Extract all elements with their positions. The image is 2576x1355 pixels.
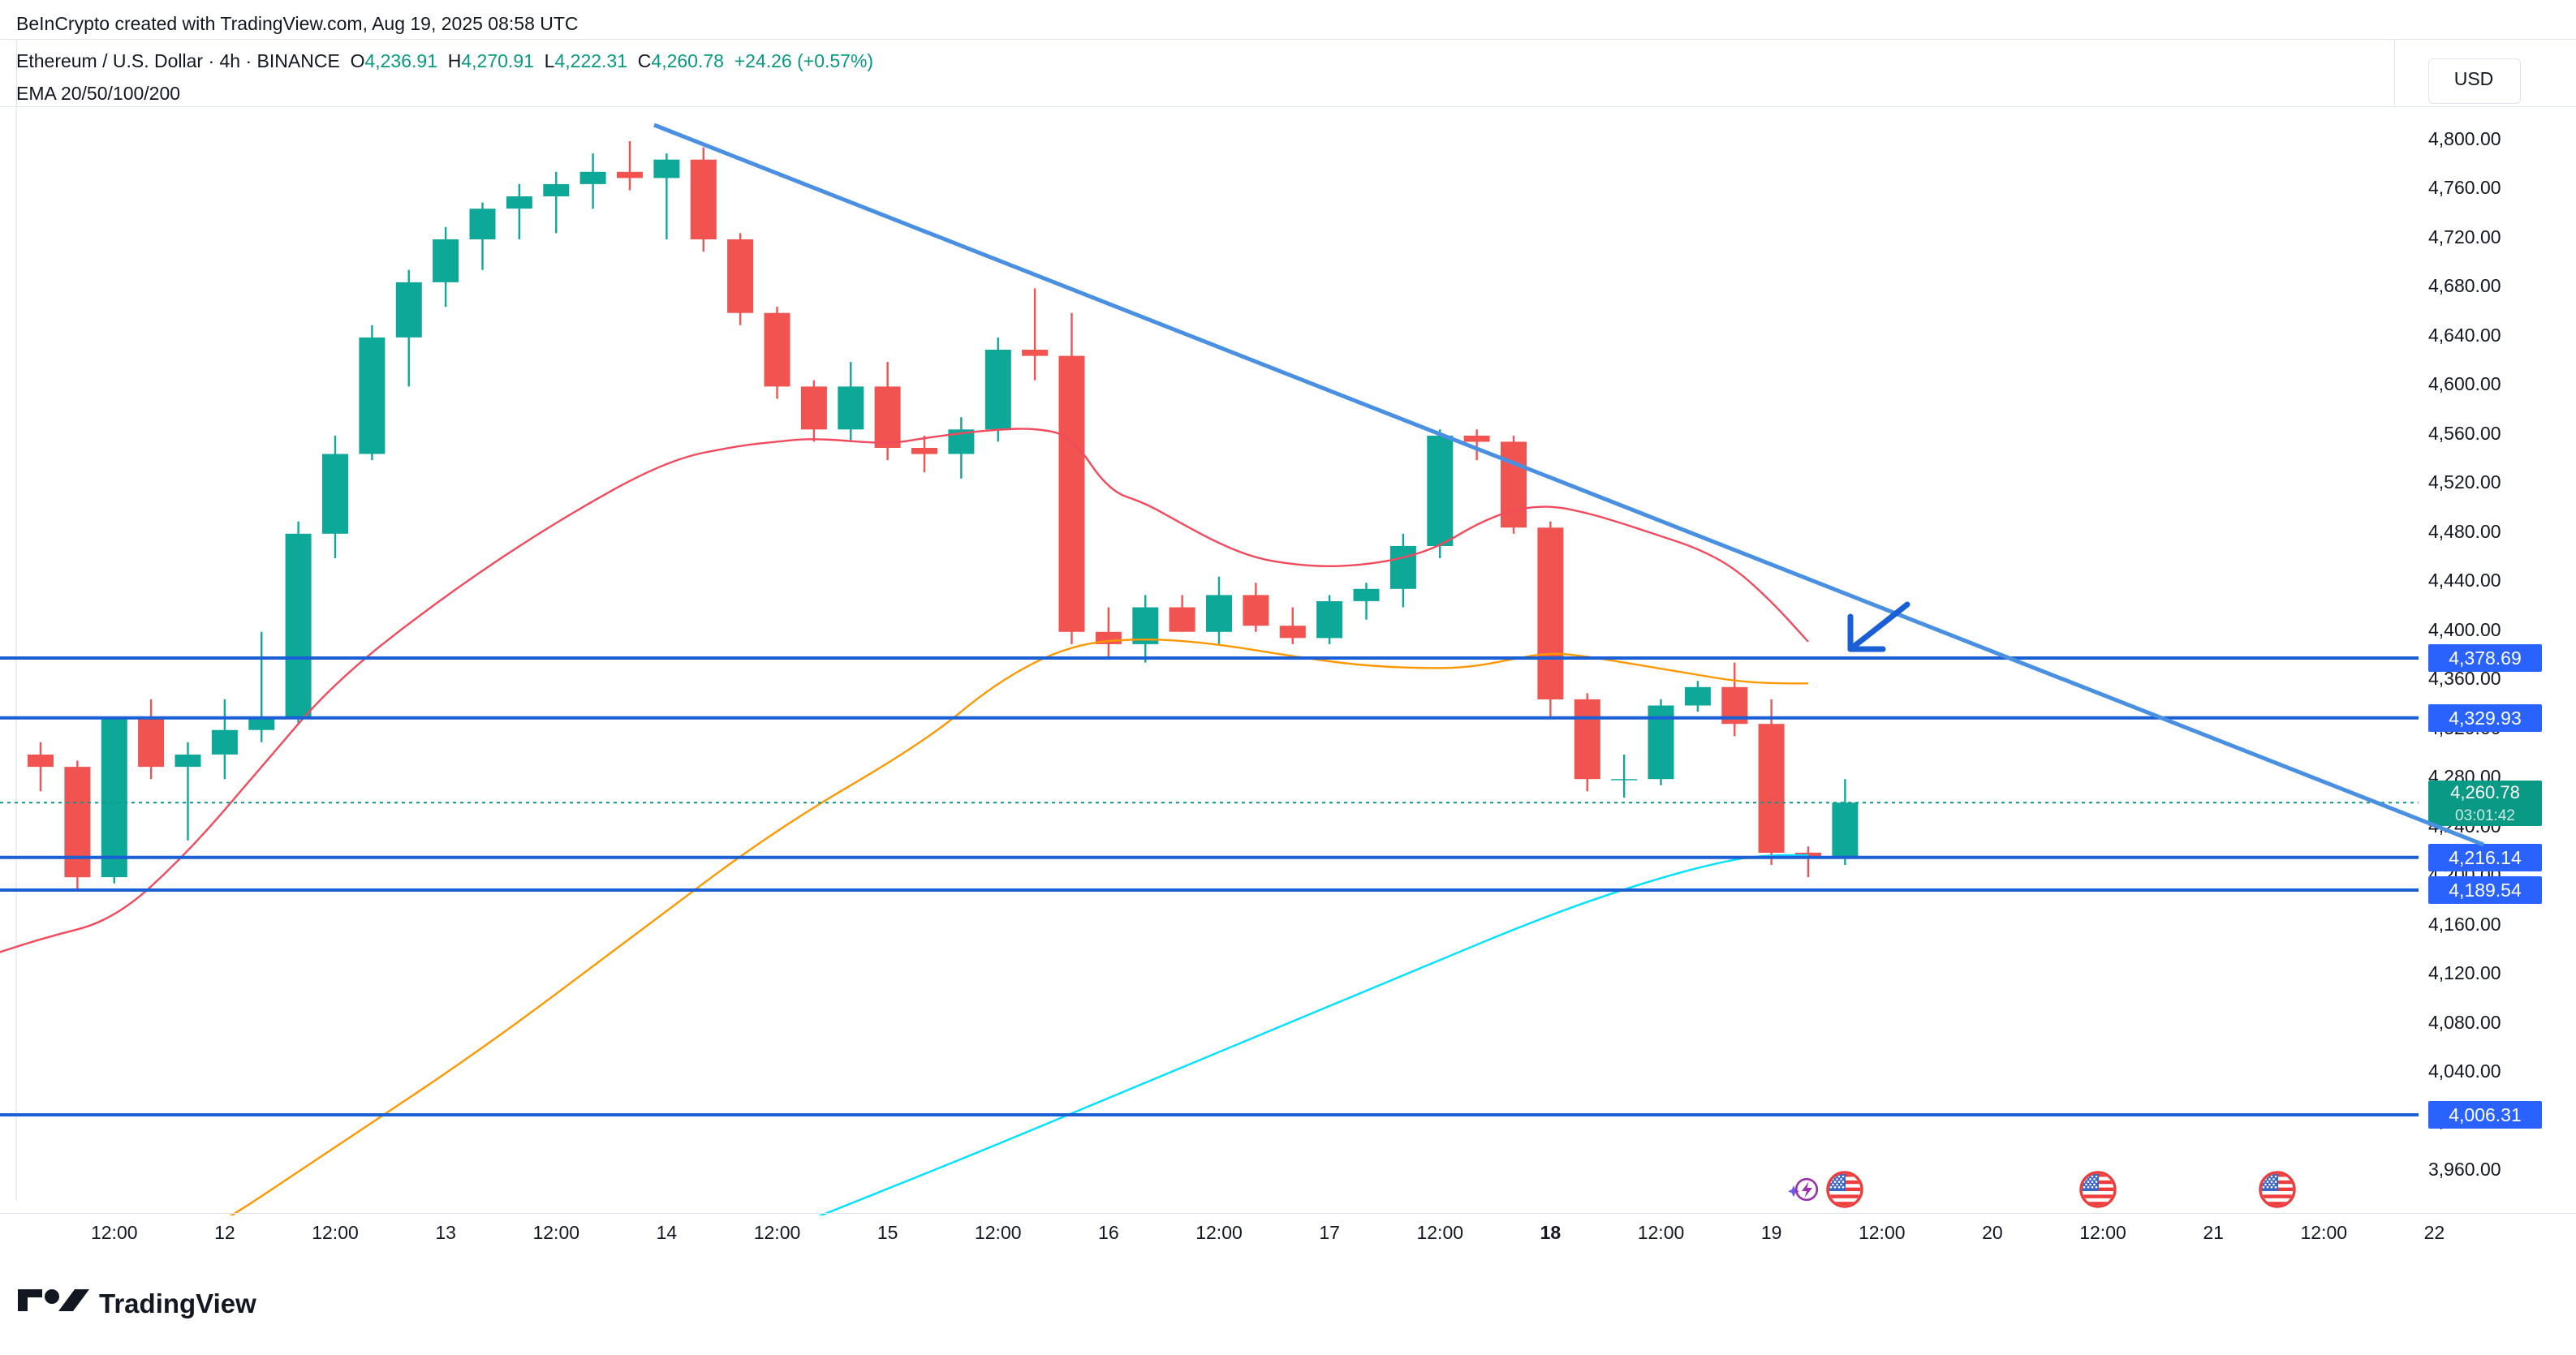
svg-text:TradingView: TradingView	[99, 1288, 256, 1318]
